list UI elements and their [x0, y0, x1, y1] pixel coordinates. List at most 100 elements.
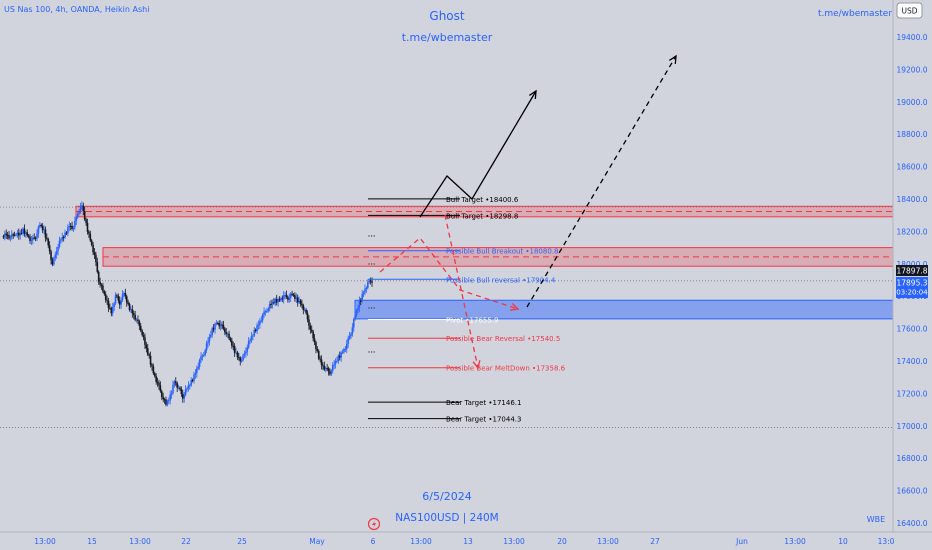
candle-body	[217, 323, 219, 325]
candle-body	[186, 388, 188, 390]
price-tick-label: 18400.0	[896, 195, 927, 204]
level-label: Possible Bear Reversal •17540.5	[446, 335, 560, 343]
candle-body	[34, 237, 37, 239]
candle-body	[357, 307, 359, 311]
candle-body	[111, 307, 114, 314]
candle-body	[267, 308, 270, 312]
countdown-label: 03:20:04	[896, 289, 928, 297]
candle-body	[137, 319, 139, 322]
candle-body	[5, 233, 8, 235]
currency-button[interactable]: USD	[896, 2, 923, 19]
time-tick-label: 13:00	[503, 537, 525, 546]
candle-body	[210, 334, 212, 337]
time-tick-label: 27	[650, 537, 660, 546]
candle-body	[85, 219, 87, 223]
candle-body	[138, 321, 141, 326]
projection-arrowhead	[472, 360, 481, 370]
candle-body	[55, 251, 58, 255]
candle-body	[278, 299, 281, 301]
candle-body	[334, 361, 337, 365]
candle-body	[358, 300, 361, 308]
candle-body	[64, 232, 66, 238]
candle-body	[60, 239, 62, 241]
candle-body	[348, 336, 351, 339]
candle-body	[41, 226, 44, 231]
candle-body	[319, 358, 321, 360]
candle-body	[333, 364, 335, 366]
candle-body	[233, 346, 236, 353]
candle-body	[211, 328, 214, 335]
candle-body	[142, 334, 145, 338]
candle-body	[347, 338, 349, 344]
candle-body	[127, 302, 129, 304]
candle-body	[62, 236, 65, 238]
candle-body	[22, 228, 24, 234]
candle-body	[9, 236, 12, 239]
candle-body	[82, 205, 85, 211]
candle-body	[48, 245, 51, 252]
price-tick-label: 16800.0	[896, 454, 927, 463]
candle-body	[215, 323, 218, 325]
candle-body	[193, 374, 195, 381]
last-price-tag: 17897.8	[896, 265, 928, 276]
candle-body	[151, 364, 153, 367]
price-tick-label: 18000.0	[896, 260, 927, 269]
candle-body	[291, 293, 293, 295]
candle-body	[86, 222, 89, 232]
footer-symbol-interval: NAS100USD | 240M	[395, 512, 499, 524]
ellipsis-dot	[373, 263, 375, 265]
candle-body	[323, 365, 326, 370]
candle-body	[58, 240, 61, 247]
candle-body	[302, 305, 305, 311]
candle-body	[320, 359, 323, 366]
candle-body	[260, 320, 263, 322]
candle-body	[172, 384, 174, 394]
candle-body	[65, 232, 68, 234]
candle-body	[282, 295, 285, 300]
candles-layer[interactable]	[2, 201, 373, 407]
candle-body	[200, 356, 202, 361]
price-tick-label: 17200.0	[896, 389, 927, 398]
candle-body	[145, 344, 148, 349]
candle-body	[190, 380, 193, 386]
candle-body	[359, 300, 362, 302]
candle-body	[78, 210, 80, 214]
candle-body	[8, 235, 10, 239]
candle-body	[275, 299, 278, 303]
candle-body	[351, 327, 354, 334]
candle-body	[296, 297, 299, 303]
candle-body	[271, 302, 274, 305]
candle-body	[277, 299, 279, 303]
candle-body	[221, 324, 223, 326]
candle-body	[309, 325, 312, 330]
candle-body	[155, 376, 157, 382]
projection-arrowhead	[528, 89, 537, 100]
candle-body	[33, 237, 36, 239]
candle-body	[352, 319, 355, 328]
time-tick-label: 15	[87, 537, 97, 546]
candle-body	[110, 308, 113, 314]
candle-body	[327, 368, 330, 372]
candle-body	[107, 300, 110, 308]
candle-body	[261, 314, 264, 321]
price-tick-label: 19200.0	[896, 65, 927, 74]
candle-body	[96, 261, 99, 272]
center-link[interactable]: t.me/wbemaster	[402, 31, 493, 44]
candle-body	[74, 220, 76, 228]
candle-body	[204, 350, 207, 355]
candle-body	[198, 360, 201, 367]
candle-body	[312, 331, 314, 339]
candle-body	[169, 394, 171, 401]
candle-body	[294, 295, 296, 299]
candle-body	[93, 252, 96, 255]
ellipsis-dot	[370, 307, 373, 309]
candle-body	[174, 381, 177, 384]
candle-body	[322, 365, 324, 367]
flash-icon[interactable]	[367, 517, 381, 531]
time-axis[interactable]: 13:00 15 13:00 22 25 May 6 13:00 13 13:00 20 13:00 2…	[0, 531, 932, 546]
candle-body	[130, 309, 132, 311]
candle-body	[156, 381, 159, 383]
demand-zone[interactable]	[354, 299, 894, 320]
right-link[interactable]: t.me/wbemaster	[818, 9, 892, 19]
